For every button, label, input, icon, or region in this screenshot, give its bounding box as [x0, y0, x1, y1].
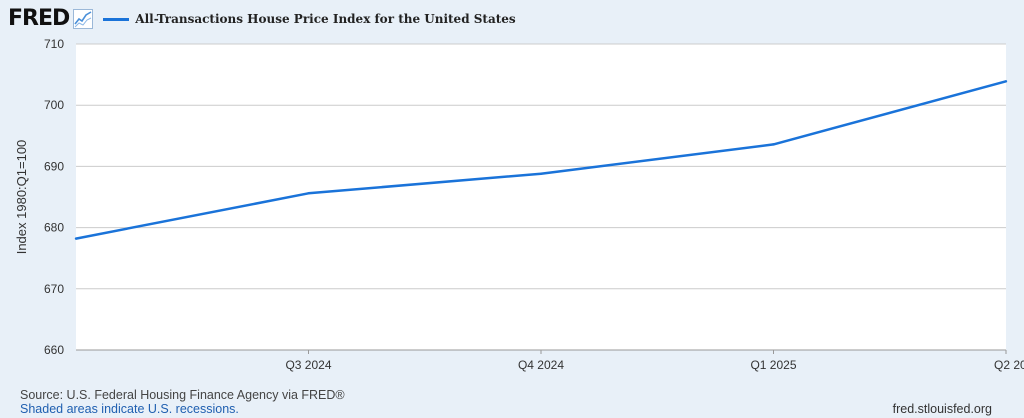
- x-tick-label: Q2 2025: [994, 358, 1024, 372]
- fred-logo[interactable]: FRED: [8, 6, 70, 31]
- chart-header: FRED All-Transactions House Price Index …: [8, 4, 516, 34]
- legend-label: All-Transactions House Price Index for t…: [135, 12, 516, 26]
- y-tick-label: 660: [44, 343, 64, 357]
- data-point: [539, 172, 543, 175]
- data-point: [307, 192, 310, 195]
- x-tick-label: Q3 2024: [285, 358, 331, 372]
- y-axis-label: Index 1980:Q1=100: [14, 140, 29, 255]
- site-url[interactable]: fred.stlouisfed.org: [892, 402, 992, 416]
- chart-line-icon: [73, 9, 94, 29]
- chart-legend: All-Transactions House Price Index for t…: [103, 12, 516, 26]
- source-text: Source: U.S. Federal Housing Finance Age…: [20, 388, 345, 402]
- x-tick-label: Q1 2025: [750, 358, 796, 372]
- data-point: [1004, 80, 1008, 83]
- plot-area: [76, 44, 1006, 350]
- y-tick-label: 710: [44, 37, 64, 51]
- chart-footer: Source: U.S. Federal Housing Finance Age…: [20, 388, 345, 416]
- x-tick-label: Q4 2024: [518, 358, 564, 372]
- data-point: [74, 237, 78, 240]
- y-tick-label: 700: [44, 98, 64, 112]
- legend-swatch: [103, 17, 130, 21]
- data-point: [772, 143, 775, 146]
- recession-note-link[interactable]: Shaded areas indicate U.S. recessions.: [20, 402, 239, 416]
- y-tick-label: 670: [44, 282, 64, 296]
- y-tick-label: 680: [44, 221, 64, 235]
- y-tick-label: 690: [44, 159, 64, 173]
